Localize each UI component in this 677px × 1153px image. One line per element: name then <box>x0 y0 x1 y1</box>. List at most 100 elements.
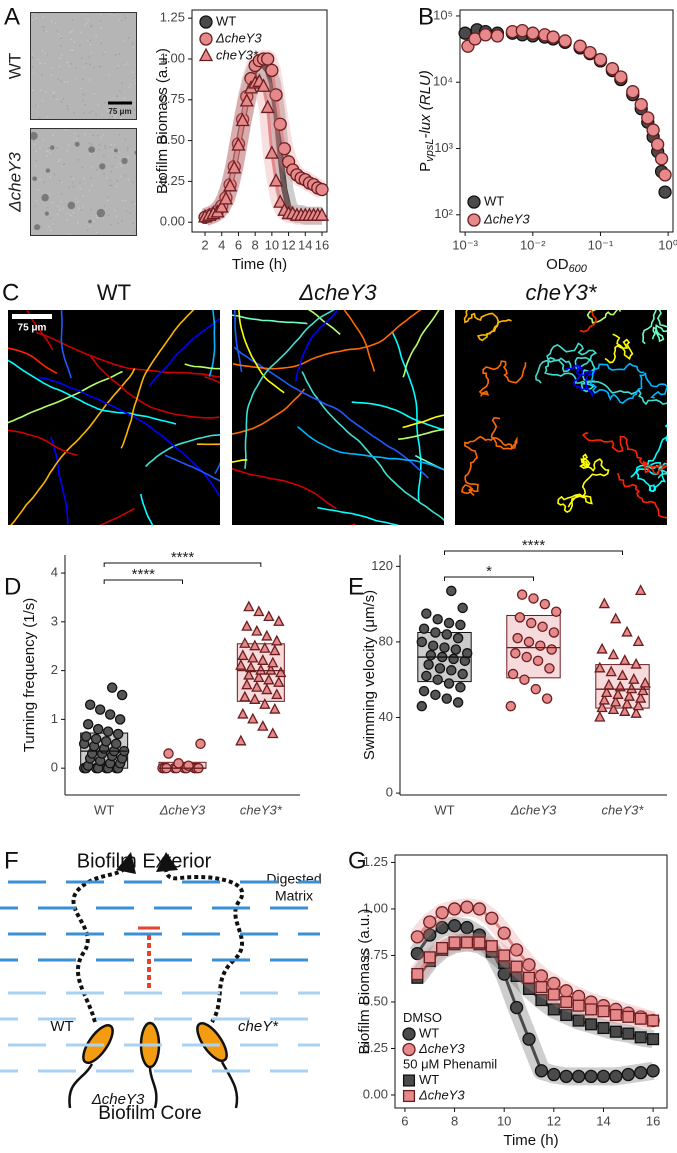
marker <box>535 994 548 1007</box>
speck <box>104 147 107 149</box>
micrograph-bg <box>30 128 137 236</box>
speck <box>101 113 103 116</box>
speck <box>107 199 109 202</box>
marker <box>92 723 104 735</box>
speck <box>90 24 93 27</box>
marker <box>654 152 669 166</box>
track <box>60 310 72 379</box>
legend-label: ΔcheY3 <box>483 211 530 226</box>
diagram-label: cheY* <box>238 1018 279 1035</box>
x-tick-label: 8 <box>451 1113 458 1128</box>
speck <box>89 225 91 227</box>
speck <box>82 78 84 80</box>
marker <box>598 597 611 609</box>
track <box>402 414 444 429</box>
speck <box>109 184 111 187</box>
marker <box>439 642 450 653</box>
marker <box>421 670 432 682</box>
speck <box>40 225 42 228</box>
speck <box>113 115 116 118</box>
speck <box>90 208 92 211</box>
speck <box>63 163 66 165</box>
speck <box>60 101 63 103</box>
marker <box>255 663 267 675</box>
marker <box>658 168 672 182</box>
speck <box>124 175 127 177</box>
marker <box>522 958 536 972</box>
y-axis-title: PvpsL-lux (RLU) <box>417 70 436 172</box>
speck <box>79 181 81 184</box>
speck <box>73 41 76 43</box>
x-tick-label: 10⁻³ <box>452 237 478 252</box>
marker <box>641 111 655 125</box>
marker <box>249 639 261 651</box>
speck <box>42 139 44 142</box>
cell-cluster <box>41 193 49 202</box>
y-tick-label: 10⁴ <box>433 74 453 89</box>
cell-cluster <box>121 157 128 165</box>
marker <box>435 920 449 935</box>
marker <box>441 693 453 704</box>
marker <box>110 738 122 750</box>
track <box>145 433 220 468</box>
marker <box>573 39 587 53</box>
track <box>238 310 285 394</box>
speck <box>111 165 113 168</box>
marker <box>423 951 436 964</box>
marker <box>560 995 573 1009</box>
speck <box>109 146 112 148</box>
track <box>642 310 667 345</box>
panel-letter: D <box>4 573 21 600</box>
speck <box>124 138 127 141</box>
speck <box>88 142 91 144</box>
marker <box>227 160 242 174</box>
marker <box>264 145 279 159</box>
arrowhead <box>116 852 136 874</box>
marker <box>460 920 474 935</box>
path-wt <box>71 864 129 1023</box>
marker <box>446 665 457 676</box>
speck <box>113 209 116 212</box>
speck <box>72 29 74 32</box>
marker <box>637 684 649 696</box>
y-tick-label: 0 <box>386 785 393 800</box>
speck <box>74 197 77 200</box>
path-chey <box>164 867 245 1024</box>
x-tick-label: WT <box>434 802 454 817</box>
speck <box>117 65 119 68</box>
micrograph <box>30 128 137 236</box>
speck <box>53 91 55 93</box>
track <box>99 507 135 525</box>
speck <box>89 63 91 66</box>
speck <box>71 49 74 52</box>
track-bg <box>455 310 667 525</box>
speck <box>126 63 129 65</box>
marker <box>634 691 647 703</box>
legend-marker <box>467 213 481 227</box>
marker <box>634 1031 647 1044</box>
speck <box>78 207 80 210</box>
marker <box>509 943 524 957</box>
marker <box>259 641 271 653</box>
marker <box>572 1014 585 1027</box>
x-tick-label: 6 <box>401 1113 408 1128</box>
speck <box>35 199 38 202</box>
cell-cluster <box>88 219 92 224</box>
speck <box>67 144 70 146</box>
marker <box>548 627 560 638</box>
speck <box>97 233 100 235</box>
speck <box>60 37 62 39</box>
marker <box>243 600 255 612</box>
speck <box>127 156 129 158</box>
marker <box>532 655 544 667</box>
speck <box>110 224 112 226</box>
speck <box>96 216 99 219</box>
marker <box>261 683 273 695</box>
speck <box>100 136 103 139</box>
speck <box>115 166 118 169</box>
track <box>232 467 337 510</box>
speck <box>90 51 92 54</box>
track <box>36 331 220 378</box>
track <box>398 428 444 440</box>
speck <box>52 134 54 137</box>
